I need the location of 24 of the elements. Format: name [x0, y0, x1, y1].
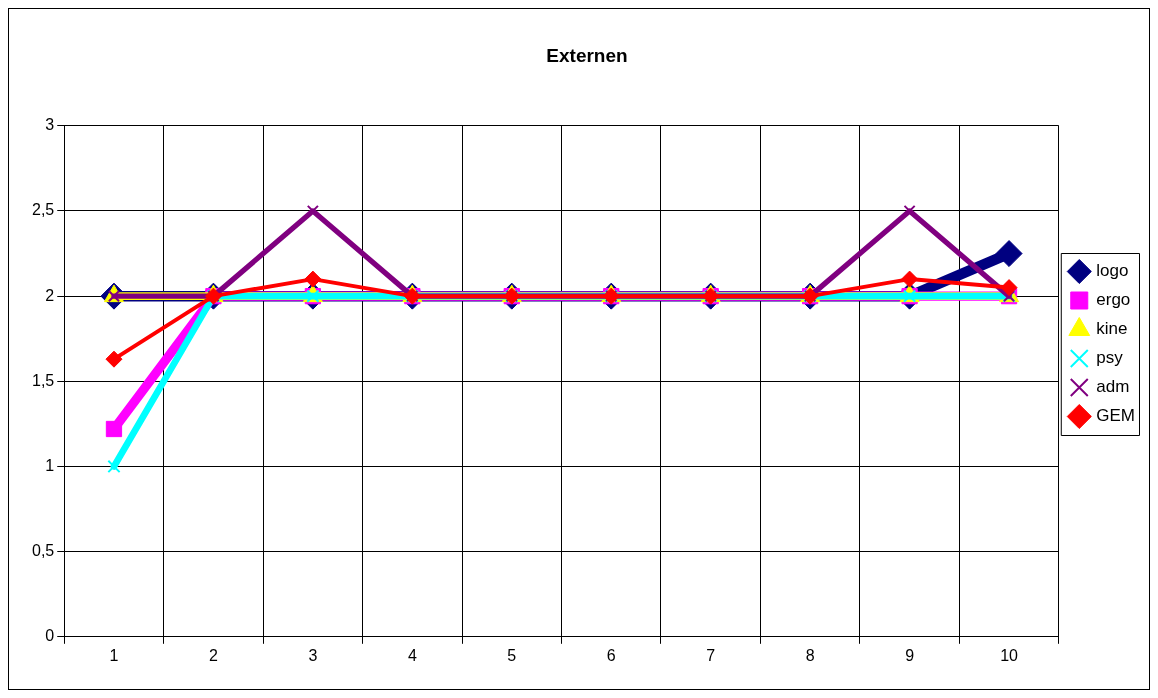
y-tick-label: 0,5: [31, 542, 55, 560]
legend-label: logo: [1096, 261, 1129, 281]
x-tick-label: 4: [407, 646, 417, 664]
y-tick-label: 0: [45, 627, 55, 645]
y-tick-label: 2: [45, 286, 55, 304]
x-tick-label: 1: [109, 646, 119, 664]
legend-label: ergo: [1096, 290, 1131, 310]
y-tick-label: 3: [45, 116, 55, 134]
x-tick-label: 5: [507, 646, 517, 664]
legend-label: GEM: [1096, 406, 1136, 426]
x-tick-label: 3: [308, 646, 318, 664]
legend-label: adm: [1096, 377, 1130, 397]
x-tick-label: 8: [805, 646, 815, 664]
legend-label: kine: [1096, 319, 1128, 339]
x-tick-label: 7: [706, 646, 716, 664]
y-tick-label: 1: [45, 456, 55, 474]
y-tick-label: 1,5: [31, 371, 55, 389]
x-tick-label: 2: [208, 646, 218, 664]
x-tick-label: 6: [606, 646, 616, 664]
x-tick-label: 10: [1000, 646, 1019, 664]
legend-label: psy: [1096, 348, 1124, 368]
chart-title: Externen: [546, 44, 628, 66]
x-tick-label: 9: [905, 646, 915, 664]
y-tick-label: 2,5: [31, 201, 55, 219]
